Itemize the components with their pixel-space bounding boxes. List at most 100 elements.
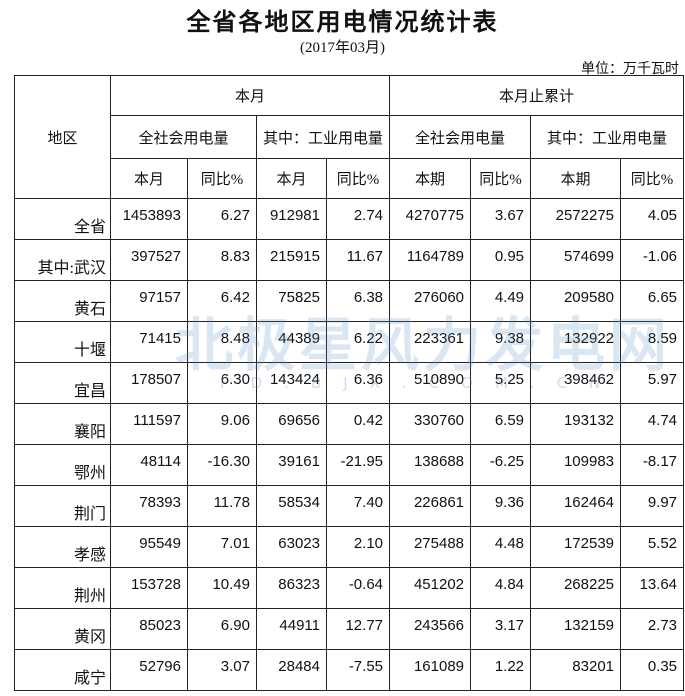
value: -16.30 [187,444,257,486]
value: 58534 [256,485,327,527]
table-row: 本月 同比% 本月 同比% 本期 同比% 本期 同比% [15,158,685,199]
value: 52796 [110,649,188,691]
value: 8.83 [187,239,257,281]
value: 172539 [530,526,622,568]
value: 276060 [389,280,472,322]
region: 全省 [14,198,111,240]
value: 6.90 [187,608,257,650]
region: 咸宁 [14,649,111,691]
value: 78393 [110,485,188,527]
region: 宜昌 [14,362,111,404]
value: 9.06 [187,403,257,445]
table-row: 荆州 153728 10.49 86323 -0.64 451202 4.84 268225 1… [14,567,685,609]
value: 7.01 [187,526,257,568]
value: 95549 [110,526,188,568]
value: 1453893 [110,198,188,240]
value: 9.36 [470,485,532,527]
column-header: 同比% [470,158,532,199]
table-row: 其中:武汉 397527 8.83 215915 11.67 1164789 0.95 574… [14,239,685,281]
column-header: 同比% [620,158,685,199]
region: 十堰 [14,321,111,363]
table-row: 孝感 95549 7.01 63023 2.10 275488 4.48 172539 5.52 [14,526,685,568]
value: 3.17 [470,608,532,650]
value: 178507 [110,362,188,404]
value: 0.35 [620,649,685,691]
value: 48114 [110,444,188,486]
value: 4.05 [620,198,685,240]
value: 4270775 [389,198,472,240]
value: 7.40 [325,485,391,527]
value: 161089 [389,649,472,691]
column-header: 同比% [187,158,257,199]
value: 912981 [256,198,327,240]
value: 6.27 [187,198,257,240]
value: 9.97 [620,485,685,527]
value: 4.84 [470,567,532,609]
region: 孝感 [14,526,111,568]
table-row: 荆门 78393 11.78 58534 7.40 226861 9.36 162464 9.9… [14,485,685,527]
value: 85023 [110,608,188,650]
subtitle: (2017年03月) [300,40,385,56]
column-header: 本期 [389,158,472,199]
value: 132159 [530,608,622,650]
table-row: 地区 本月 本月止累计 [14,75,685,199]
value: 6.65 [620,280,685,322]
value: 9.38 [470,321,532,363]
value: 0.95 [470,239,532,281]
table-row: 黄冈 85023 6.90 44911 12.77 243566 3.17 132159 2.7… [14,608,685,650]
value: 6.30 [187,362,257,404]
subgroup-header: 全社会用电量 [389,115,532,159]
unit: 单位：万千瓦时 [581,62,679,77]
value: 397527 [110,239,188,281]
region-header: 地区 [14,75,111,199]
value: 4.48 [470,526,532,568]
value: 97157 [110,280,188,322]
value: 69656 [256,403,327,445]
value: 6.22 [325,321,391,363]
value: 223361 [389,321,472,363]
value: 63023 [256,526,327,568]
value: 0.42 [325,403,391,445]
value: 11.78 [187,485,257,527]
value: 3.07 [187,649,257,691]
value: 10.49 [187,567,257,609]
value: 2.73 [620,608,685,650]
value: 4.49 [470,280,532,322]
column-header: 本期 [530,158,622,199]
value: 8.48 [187,321,257,363]
watermark: 北极星风力发电网 [175,311,672,379]
value: 138688 [389,444,472,486]
value: 8.59 [620,321,685,363]
subgroup-header: 其中：工业用电量 [255,115,391,159]
value: -6.25 [470,444,532,486]
value: 143424 [256,362,327,404]
table-row: 全省 1453893 6.27 912981 2.74 4270775 3.67 257227… [14,198,685,240]
group-header: 本月止累计 [389,75,685,116]
value: 109983 [530,444,622,486]
value: 330760 [389,403,472,445]
column-header: 同比% [325,158,391,199]
value: 193132 [530,403,622,445]
column-header: 本月 [110,158,188,199]
value: 1164789 [389,239,472,281]
region: 其中:武汉 [14,239,111,281]
value: 451202 [389,567,472,609]
value: -0.64 [325,567,391,609]
value: 4.74 [620,403,685,445]
value: -7.55 [325,649,391,691]
value: 6.42 [187,280,257,322]
value: 1.22 [470,649,532,691]
value: 226861 [389,485,472,527]
table-row: 鄂州 48114 -16.30 39161 -21.95 138688 -6.25 10998… [14,444,685,486]
value: 11.67 [325,239,391,281]
value: 6.59 [470,403,532,445]
value: 2572275 [530,198,622,240]
value: 83201 [530,649,622,691]
table-row: 宜昌 178507 6.30 143424 6.36 510890 5.25 398462 5.… [14,362,685,404]
table-row: 全社会用电量 其中：工业用电量 全社会用电量 其中：工业用电量 [15,115,685,159]
region: 荆州 [14,567,111,609]
table-row: 十堰 71415 8.48 44389 6.22 223361 9.38 132922 8.59 [14,321,685,363]
value: 5.52 [620,526,685,568]
value: 398462 [530,362,622,404]
